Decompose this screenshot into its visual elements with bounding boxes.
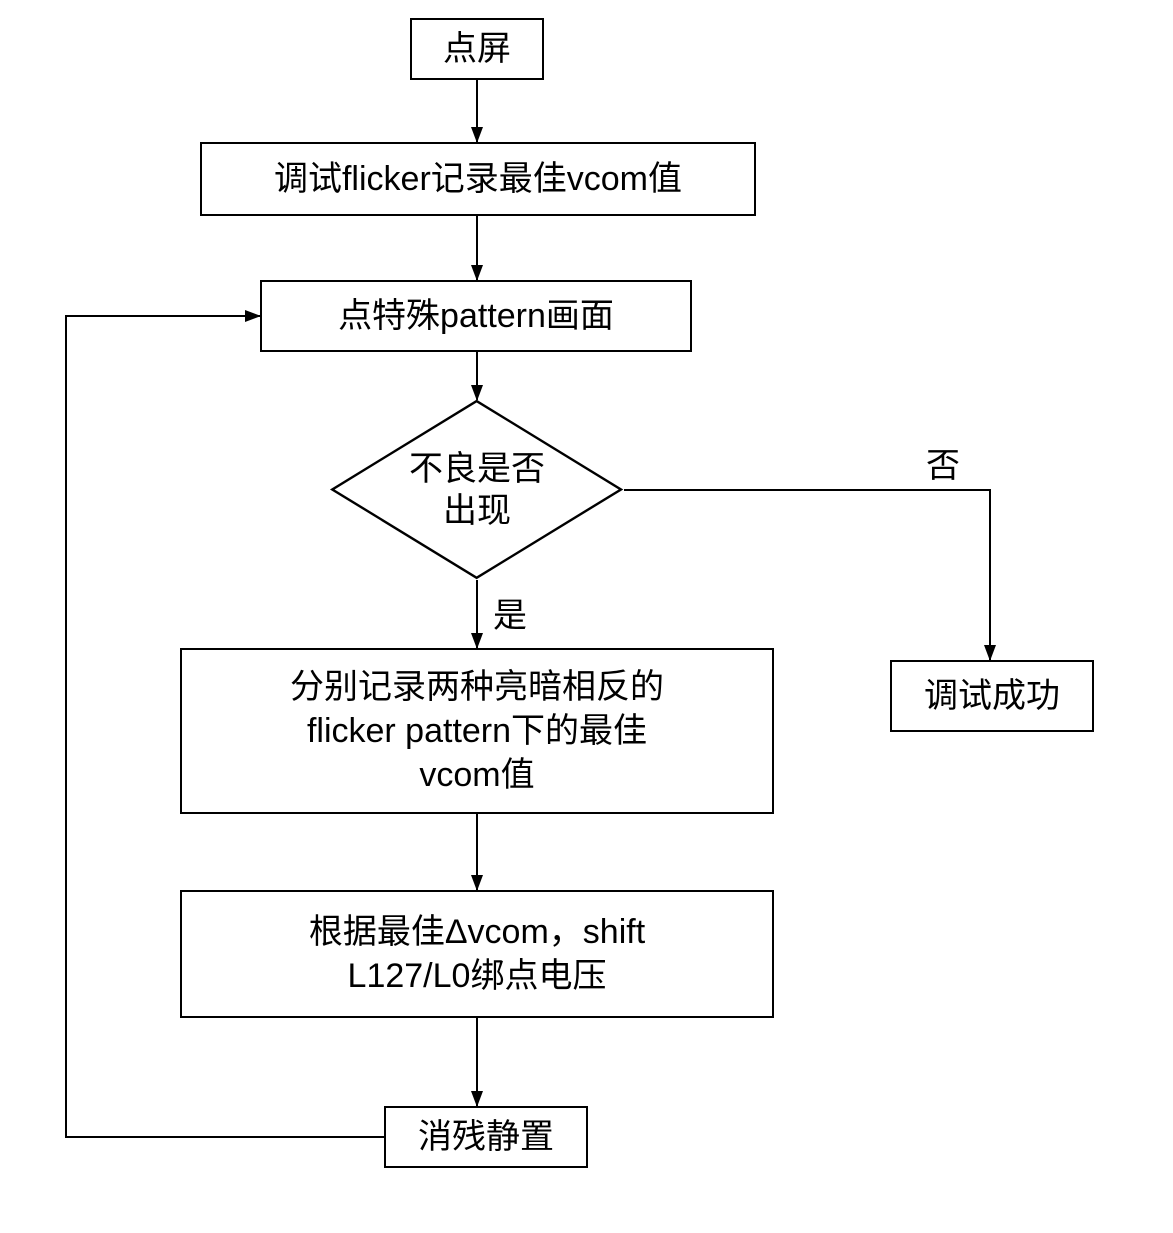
flowchart-canvas: 点屏调试flicker记录最佳vcom值点特殊pattern画面不良是否 出现分… (0, 0, 1173, 1233)
node-label: 消残静置 (418, 1115, 554, 1159)
node-label: 调试flicker记录最佳vcom值 (274, 157, 682, 201)
flowchart-node-n4: 不良是否 出现 (330, 400, 624, 580)
node-label: 点屏 (443, 27, 511, 71)
flowchart-node-n7: 消残静置 (384, 1106, 588, 1168)
flowchart-node-n3: 点特殊pattern画面 (260, 280, 692, 352)
edge-label-e4: 是 (493, 588, 527, 637)
flowchart-node-n1: 点屏 (410, 18, 544, 80)
node-label: 调试成功 (924, 674, 1060, 718)
edge-label-e7: 否 (926, 438, 960, 487)
node-label: 分别记录两种亮暗相反的 flicker pattern下的最佳 vcom值 (290, 665, 664, 798)
flowchart-node-n2: 调试flicker记录最佳vcom值 (200, 142, 756, 216)
node-label: 根据最佳Δvcom，shift L127/L0绑点电压 (309, 910, 645, 998)
node-label: 点特殊pattern画面 (338, 294, 614, 338)
node-label: 不良是否 出现 (330, 400, 624, 580)
edge-e7 (624, 490, 990, 660)
flowchart-node-n8: 调试成功 (890, 660, 1094, 732)
flowchart-node-n5: 分别记录两种亮暗相反的 flicker pattern下的最佳 vcom值 (180, 648, 774, 814)
flowchart-node-n6: 根据最佳Δvcom，shift L127/L0绑点电压 (180, 890, 774, 1018)
